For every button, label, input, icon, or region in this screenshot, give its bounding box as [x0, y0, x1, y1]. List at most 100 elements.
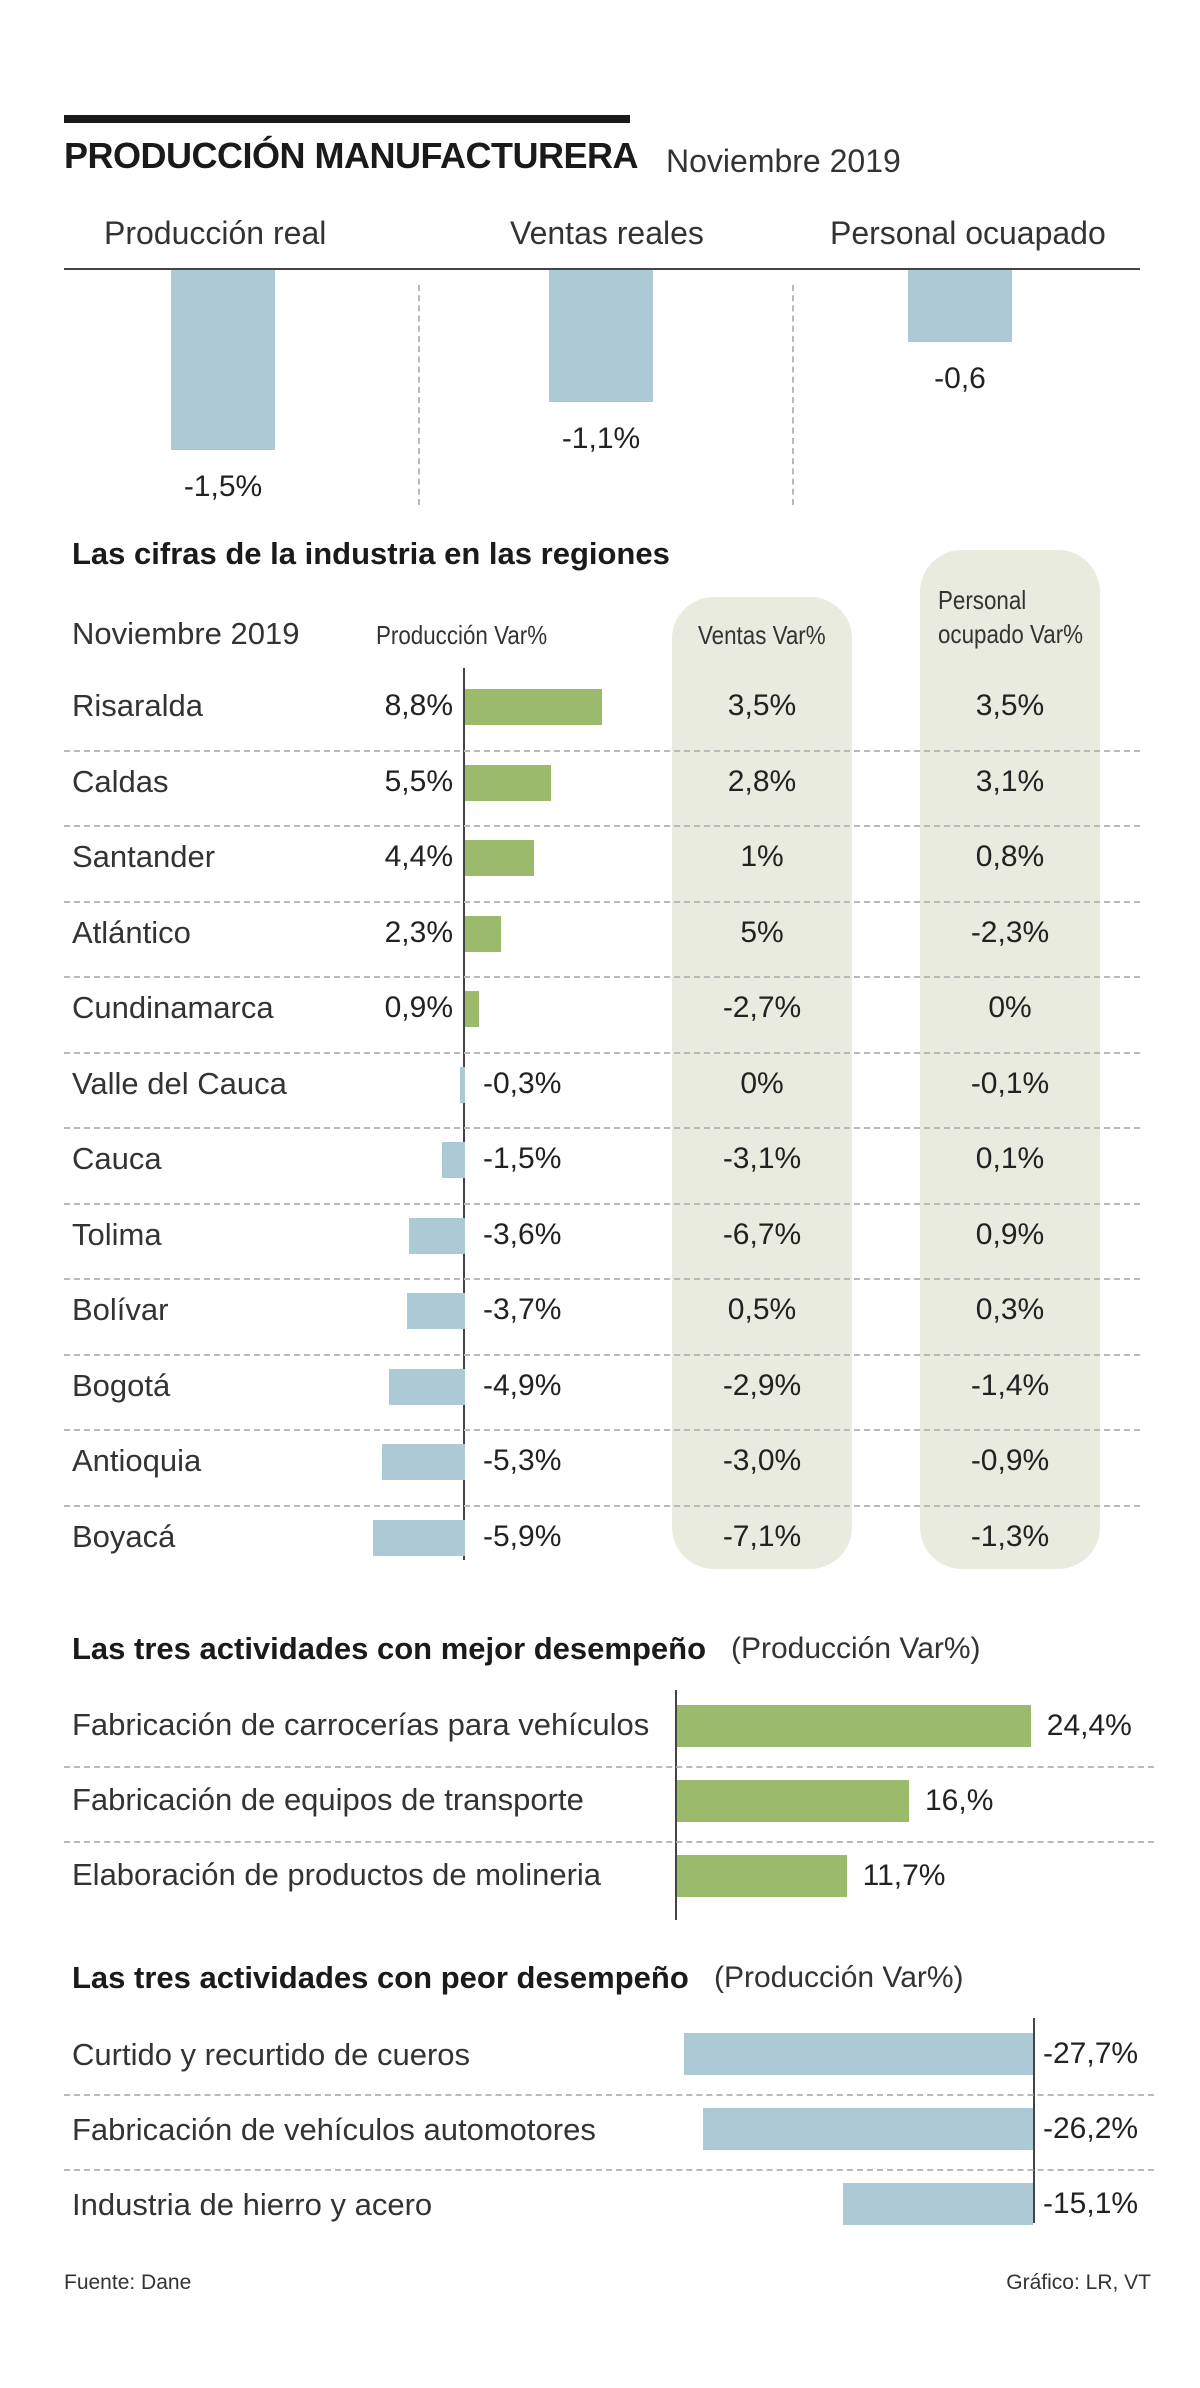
row-divider	[64, 1353, 1140, 1356]
row-divider	[64, 976, 1140, 978]
header-production: Producción Var%	[376, 620, 548, 650]
best-value: 16,%	[925, 1784, 994, 1817]
production-value: 2,3%	[384, 915, 453, 949]
row-divider	[64, 1766, 1154, 1768]
production-value: -4,9%	[483, 1368, 562, 1402]
kpi-label-sales: Ventas reales	[510, 215, 704, 251]
staff-value: 3,5%	[975, 689, 1045, 722]
production-value: -5,9%	[483, 1519, 562, 1553]
production-value: 4,4%	[384, 840, 453, 873]
sales-value: 5%	[740, 915, 784, 949]
staff-value: -1,4%	[970, 1368, 1050, 1402]
worst-value: -15,1%	[1043, 2187, 1139, 2220]
best-bar	[677, 1855, 847, 1897]
page-subtitle: Noviembre 2019	[666, 143, 901, 179]
staff-value: -2,3%	[970, 915, 1050, 949]
page-title: PRODUCCIÓN MANUFACTURERA	[64, 135, 638, 176]
staff-value: 0,1%	[975, 1142, 1045, 1175]
staff-value: 0,9%	[975, 1217, 1045, 1251]
sales-value: 0,5%	[727, 1293, 797, 1326]
production-bar	[407, 1293, 465, 1329]
production-bar	[465, 840, 534, 876]
sales-value: 2,8%	[727, 764, 797, 798]
production-bar	[388, 1368, 465, 1405]
production-value: -5,3%	[483, 1444, 562, 1477]
worst-title: Las tres actividades con peor desempeño	[72, 1960, 689, 1995]
worst-bar	[702, 2108, 1033, 2150]
production-bar	[408, 1217, 465, 1254]
activity-name: Fabricación de equipos de transporte	[72, 1782, 584, 1817]
region-name: Bolívar	[72, 1292, 169, 1327]
production-bar	[465, 915, 501, 952]
production-value: -1,5%	[483, 1142, 562, 1175]
row-divider	[64, 1051, 1140, 1054]
kpi-bar-sales	[549, 270, 653, 402]
kpi-label-staff: Personal ocuapado	[830, 215, 1106, 251]
kpi-label-production: Producción real	[104, 215, 327, 251]
region-name: Tolima	[72, 1216, 162, 1252]
regions-title: Las cifras de la industria en las region…	[72, 536, 670, 571]
sales-value: -3,0%	[722, 1444, 802, 1477]
footer-source: Fuente: Dane	[64, 2271, 192, 2294]
kpi-divider	[418, 285, 420, 505]
activity-name: Curtido y recurtido de cueros	[72, 2037, 471, 2072]
footer-credit: Gráfico: LR, VT	[1006, 2271, 1151, 2294]
best-value: 24,4%	[1046, 1709, 1132, 1742]
region-name: Valle del Cauca	[72, 1065, 287, 1101]
worst-bar	[683, 2033, 1033, 2075]
best-value: 11,7%	[862, 1859, 946, 1892]
production-bar	[465, 991, 480, 1027]
staff-value: -0,1%	[970, 1066, 1050, 1100]
sales-value: 0%	[740, 1066, 784, 1100]
production-bar	[441, 1142, 465, 1178]
activity-name: Fabricación de carrocerías para vehículo…	[72, 1707, 650, 1742]
title-rule	[64, 115, 630, 123]
kpi-value-production: -1,5%	[183, 470, 263, 503]
row-divider	[64, 1278, 1140, 1280]
region-name: Antioquia	[72, 1443, 202, 1478]
kpi-bar-production	[171, 270, 275, 450]
row-divider	[64, 2094, 1154, 2096]
region-name: Cundinamarca	[72, 990, 274, 1025]
region-name: Cauca	[72, 1141, 162, 1176]
region-name: Atlántico	[72, 914, 191, 950]
row-divider	[64, 1841, 1154, 1843]
region-name: Caldas	[72, 763, 169, 799]
staff-value: 0%	[988, 991, 1032, 1024]
sales-value: -6,7%	[722, 1217, 802, 1251]
production-bar	[460, 1066, 465, 1103]
region-name: Risaralda	[72, 688, 203, 723]
production-bar	[372, 1519, 465, 1556]
header-sales: Ventas Var%	[698, 620, 826, 650]
sales-value: 3,5%	[727, 689, 797, 722]
best-bar	[677, 1705, 1031, 1747]
sales-column-panel	[672, 597, 852, 1569]
sales-value: -7,1%	[722, 1519, 802, 1553]
production-axis	[463, 668, 465, 1560]
worst-value: -27,7%	[1043, 2037, 1139, 2070]
production-bar	[465, 689, 603, 725]
activity-name: Elaboración de productos de molineria	[72, 1857, 602, 1892]
staff-value: -1,3%	[970, 1519, 1050, 1553]
kpi-baseline	[64, 268, 1140, 270]
best-title: Las tres actividades con mejor desempeño	[72, 1631, 707, 1666]
production-bar	[465, 764, 551, 801]
worst-value: -26,2%	[1043, 2112, 1139, 2145]
activity-name: Industria de hierro y acero	[72, 2187, 433, 2222]
best-axis	[675, 1690, 677, 1920]
row-divider	[64, 1202, 1140, 1205]
kpi-divider	[792, 285, 794, 505]
production-value: 0,9%	[384, 991, 453, 1024]
sales-value: -3,1%	[722, 1142, 802, 1175]
kpi-bar-staff	[908, 270, 1012, 342]
row-divider	[64, 1429, 1140, 1431]
production-value: -0,3%	[483, 1066, 562, 1100]
production-value: 8,8%	[384, 689, 453, 722]
staff-value: -0,9%	[970, 1444, 1050, 1477]
kpi-value-sales: -1,1%	[561, 422, 641, 455]
regions-period: Noviembre 2019	[72, 616, 300, 651]
row-divider	[64, 2169, 1154, 2171]
activity-name: Fabricación de vehículos automotores	[72, 2112, 596, 2147]
worst-axis	[1033, 2018, 1035, 2223]
sales-value: 1%	[740, 840, 784, 873]
